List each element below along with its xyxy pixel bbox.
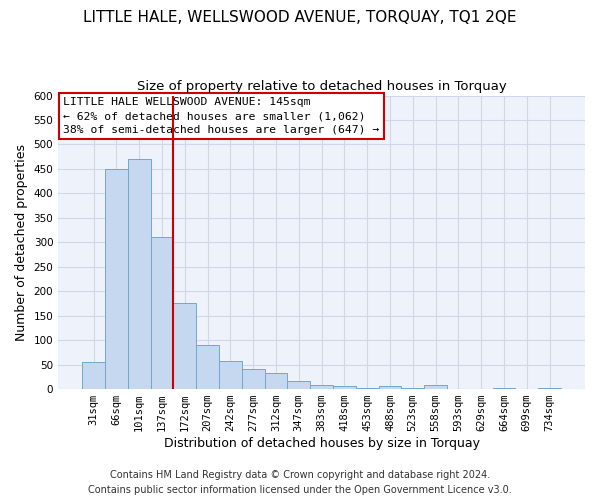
Bar — [105, 169, 128, 389]
Bar — [379, 386, 401, 389]
Bar — [128, 159, 151, 389]
Bar — [242, 368, 265, 389]
Bar — [82, 362, 105, 389]
Bar — [196, 345, 219, 389]
Bar — [310, 385, 333, 389]
Title: Size of property relative to detached houses in Torquay: Size of property relative to detached ho… — [137, 80, 506, 93]
Bar — [493, 388, 515, 389]
Bar — [538, 388, 561, 389]
Bar — [151, 238, 173, 389]
Bar — [173, 304, 196, 389]
X-axis label: Distribution of detached houses by size in Torquay: Distribution of detached houses by size … — [164, 437, 479, 450]
Bar — [401, 388, 424, 389]
Text: LITTLE HALE WELLSWOOD AVENUE: 145sqm
← 62% of detached houses are smaller (1,062: LITTLE HALE WELLSWOOD AVENUE: 145sqm ← 6… — [64, 97, 380, 135]
Bar — [333, 386, 356, 389]
Bar — [265, 374, 287, 389]
Bar — [356, 388, 379, 389]
Text: Contains HM Land Registry data © Crown copyright and database right 2024.
Contai: Contains HM Land Registry data © Crown c… — [88, 470, 512, 495]
Bar — [219, 360, 242, 389]
Bar — [287, 382, 310, 389]
Text: LITTLE HALE, WELLSWOOD AVENUE, TORQUAY, TQ1 2QE: LITTLE HALE, WELLSWOOD AVENUE, TORQUAY, … — [83, 10, 517, 25]
Bar — [424, 385, 447, 389]
Y-axis label: Number of detached properties: Number of detached properties — [15, 144, 28, 341]
